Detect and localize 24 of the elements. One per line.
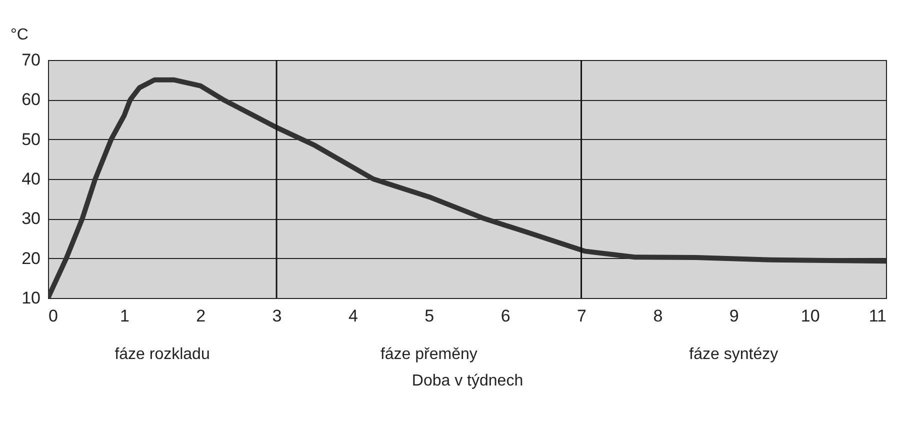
y-tick-label: 10 <box>22 288 40 308</box>
y-axis-title: °C <box>10 26 28 44</box>
x-tick-label: 2 <box>196 306 206 326</box>
y-tick-label: 70 <box>22 50 40 70</box>
x-tick-label: 0 <box>48 306 58 326</box>
x-tick-label: 5 <box>424 306 434 326</box>
y-tick-label: 40 <box>22 170 40 188</box>
x-tick-label: 7 <box>577 306 587 326</box>
y-tick-label: 30 <box>22 209 40 228</box>
x-tick-label: 6 <box>500 306 510 326</box>
x-tick-label: 10 <box>800 306 820 326</box>
y-tick-label: 20 <box>22 248 40 268</box>
x-tick-label: 9 <box>729 306 739 326</box>
text: fáze rozkladu <box>114 346 210 363</box>
y-tick-label: 60 <box>22 90 40 110</box>
text: fáze přeměny <box>380 346 478 363</box>
x-tick-label: 11 <box>868 306 886 326</box>
y-tick-label: 50 <box>22 130 40 149</box>
x-tick-label: 4 <box>348 306 358 326</box>
x-tick-label: 3 <box>272 306 282 326</box>
x-tick-label: 8 <box>653 306 663 326</box>
x-axis-title: Doba v týdnech <box>412 372 524 390</box>
x-tick-label: 1 <box>120 306 130 326</box>
text: fáze syntézy <box>689 346 778 363</box>
